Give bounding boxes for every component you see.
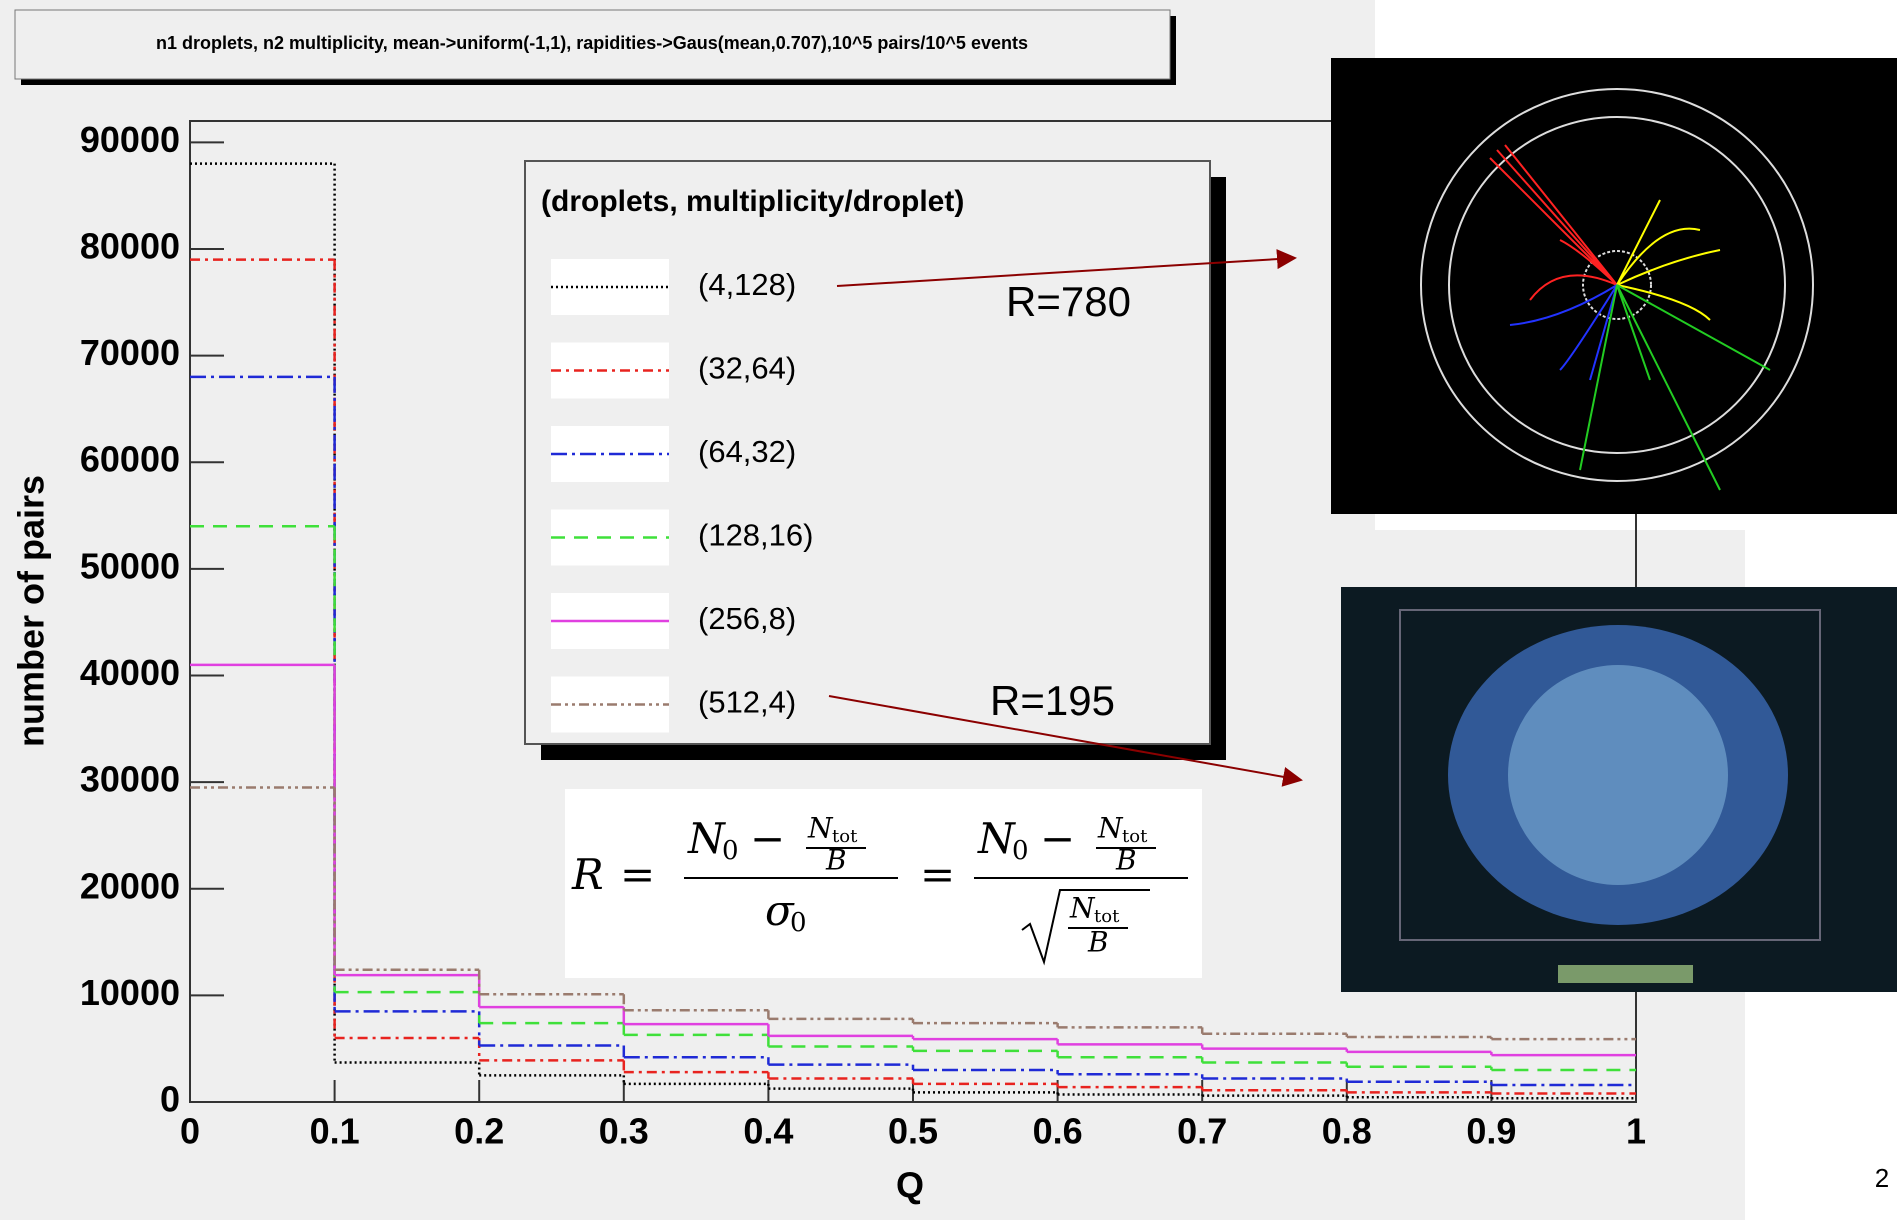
formula-symbol: N xyxy=(1097,812,1124,845)
page-number: 2 xyxy=(1875,1163,1889,1193)
annotation: R=780 xyxy=(1006,278,1131,325)
legend-title: (droplets, multiplicity/droplet) xyxy=(541,185,964,218)
formula-symbol: = xyxy=(920,850,955,899)
x-tick-label: 0.7 xyxy=(1177,1111,1227,1152)
event-display xyxy=(1331,58,1897,514)
legend-label: (128,16) xyxy=(698,518,813,553)
legend-label: (4,128) xyxy=(698,267,796,302)
x-tick-label: 0.9 xyxy=(1466,1111,1516,1152)
legend-label: (512,4) xyxy=(698,685,796,720)
formula-box xyxy=(565,789,1202,978)
x-tick-label: 0.2 xyxy=(454,1111,504,1152)
plot: 0 0.1 0.2 0.3 0.4 0.5 0.6 0.7 0.8 0.9 1 0 10000 20000… xyxy=(80,119,1646,1152)
y-tick-label: 90000 xyxy=(80,119,180,160)
legend: (4,128) (32,64) (64,32) (128,16) (256,8) (512… xyxy=(551,259,813,733)
x-axis-label: Q xyxy=(896,1165,924,1206)
x-tick-label: 1 xyxy=(1626,1111,1646,1152)
formula-symbol: tot xyxy=(1122,826,1148,847)
y-tick-label: 10000 xyxy=(80,972,180,1013)
legend-swatch-bg xyxy=(551,259,669,315)
star-event-display xyxy=(1341,587,1897,992)
y-tick-label: 50000 xyxy=(80,545,180,586)
x-tick-label: 0.5 xyxy=(888,1111,938,1152)
title-box xyxy=(14,9,1171,80)
y-tick-label: 0 xyxy=(160,1079,180,1120)
y-tick-label: 20000 xyxy=(80,865,180,906)
x-tick-label: 0.6 xyxy=(1033,1111,1083,1152)
formula-symbol: 0 xyxy=(722,836,739,866)
formula-symbol: B xyxy=(1115,844,1137,877)
formula-symbol: B xyxy=(1087,926,1109,959)
y-tick-label: 60000 xyxy=(80,439,180,480)
x-tick-label: 0.1 xyxy=(310,1111,360,1152)
formula-symbol: 0 xyxy=(790,908,807,938)
legend-label: (32,64) xyxy=(698,351,796,386)
y-tick-label: 40000 xyxy=(80,652,180,693)
y-axis-label: number of pairs xyxy=(11,475,52,747)
formula-symbol: R xyxy=(571,850,604,899)
chart-title: n1 droplets, n2 multiplicity, mean->unif… xyxy=(156,33,1028,53)
x-tick-label: 0.8 xyxy=(1322,1111,1372,1152)
annotation: R=195 xyxy=(990,677,1115,724)
formula-symbol: tot xyxy=(1094,906,1120,927)
y-tick-label: 30000 xyxy=(80,759,180,800)
arrow xyxy=(836,249,1297,287)
formula: R = N 0 − N tot B σ 0 = N 0 − N tot B N … xyxy=(571,812,1188,966)
x-tick-label: 0.3 xyxy=(599,1111,649,1152)
formula-symbol: N xyxy=(807,812,834,845)
formula-symbol: N xyxy=(977,814,1016,863)
y-tick-label: 80000 xyxy=(80,225,180,266)
sqrt-sign xyxy=(1021,889,1150,966)
formula-symbol: B xyxy=(825,844,847,877)
formula-symbol: N xyxy=(1069,892,1096,925)
x-tick-label: 0 xyxy=(180,1111,200,1152)
arrow xyxy=(828,695,1303,787)
formula-symbol: σ xyxy=(765,886,795,935)
formula-symbol: − xyxy=(750,814,785,863)
legend-label: (256,8) xyxy=(698,601,796,636)
x-tick-label: 0.4 xyxy=(743,1111,793,1152)
formula-symbol: = xyxy=(620,850,655,899)
formula-symbol: N xyxy=(687,814,726,863)
formula-symbol: − xyxy=(1040,814,1075,863)
legend-label: (64,32) xyxy=(698,434,796,469)
formula-symbol: 0 xyxy=(1012,836,1029,866)
y-tick-label: 70000 xyxy=(80,332,180,373)
formula-symbol: tot xyxy=(832,826,858,847)
